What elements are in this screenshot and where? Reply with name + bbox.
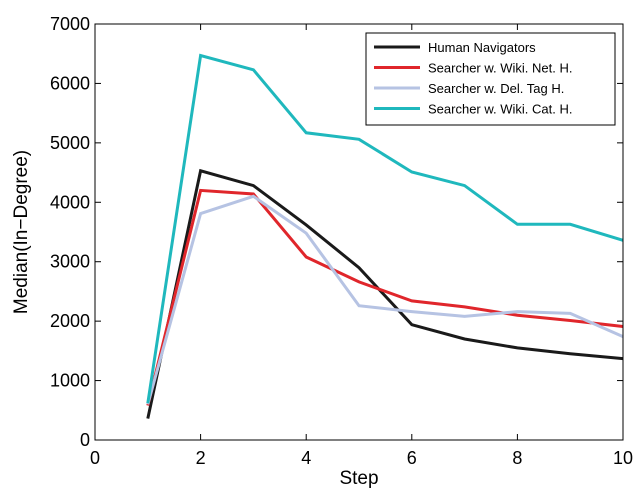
series-line-3 [146, 194, 624, 405]
legend: Human Navigators Searcher w. Wiki. Net. H… [365, 32, 616, 126]
x-tick-label: 10 [613, 448, 633, 468]
legend-label-2: Searcher w. Wiki. Net. H. [428, 61, 572, 76]
x-tick-label: 8 [512, 448, 522, 468]
y-tick-label: 5000 [50, 133, 90, 153]
x-tick-label: 4 [301, 448, 311, 468]
series-layer [146, 53, 624, 419]
legend-label-3: Searcher w. Del. Tag H. [428, 81, 564, 96]
x-axis-label: Step [339, 468, 378, 489]
y-tick-label: 1000 [50, 371, 90, 391]
y-axis: 0 1000 2000 3000 4000 5000 6000 7000 [50, 14, 623, 450]
x-tick-label: 6 [407, 448, 417, 468]
series-line-1 [146, 168, 624, 419]
series-line-4 [146, 53, 624, 404]
y-tick-label: 7000 [50, 14, 90, 34]
y-tick-label: 6000 [50, 73, 90, 93]
series-line-2 [146, 188, 624, 406]
x-tick-label: 2 [196, 448, 206, 468]
x-axis: 0 2 4 6 8 10 [90, 24, 633, 468]
legend-label-1: Human Navigators [428, 40, 536, 55]
x-tick-label: 0 [90, 448, 100, 468]
legend-label-4: Searcher w. Wiki. Cat. H. [428, 102, 572, 117]
y-tick-label: 3000 [50, 252, 90, 272]
y-tick-label: 4000 [50, 192, 90, 212]
y-axis-label: Median(In−Degree) [11, 150, 32, 314]
plot-frame [94, 23, 624, 441]
y-tick-label: 0 [80, 430, 90, 450]
y-tick-label: 2000 [50, 311, 90, 331]
